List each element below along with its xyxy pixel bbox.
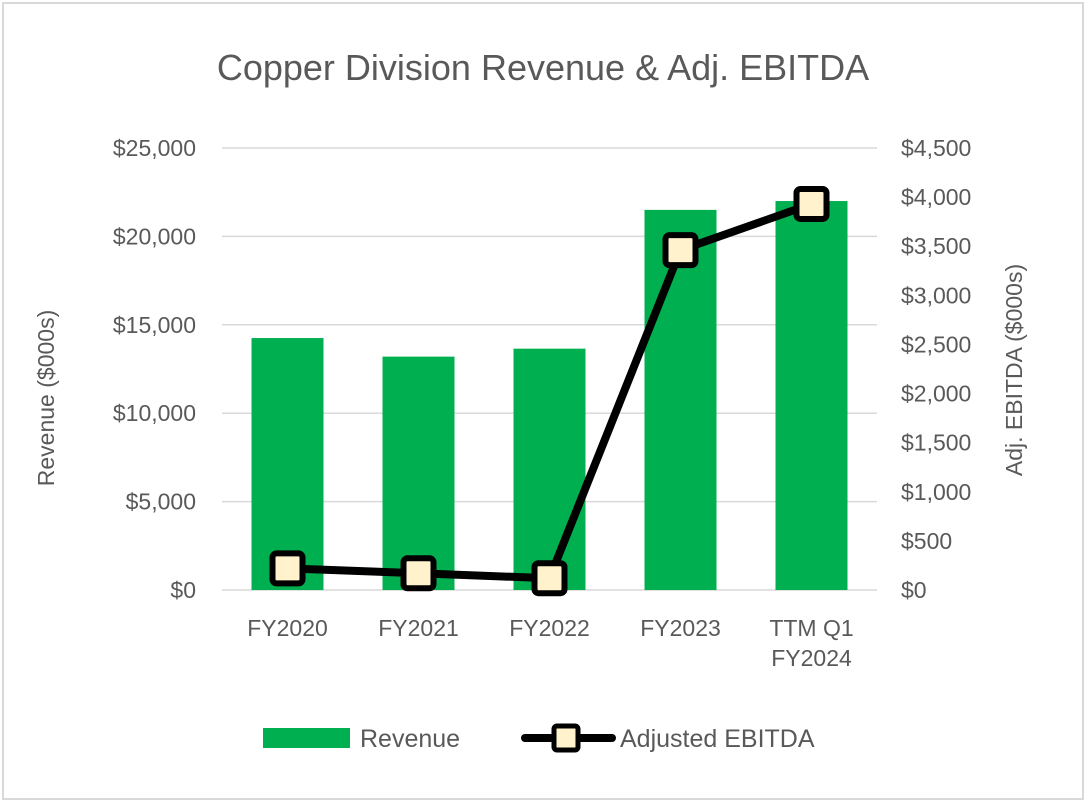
left-tick-label: $25,000 xyxy=(113,135,196,161)
right-tick-label: $500 xyxy=(901,528,952,554)
ebitda-point xyxy=(531,560,568,597)
ebitda-point xyxy=(793,185,830,222)
x-tick-label: FY2024 xyxy=(771,645,852,671)
revenue-bar xyxy=(513,348,586,590)
right-axis-title: Adj. EBITDA ($000s) xyxy=(1001,264,1027,476)
x-tick-label: TTM Q1 xyxy=(769,615,853,641)
right-tick-label: $4,000 xyxy=(901,184,971,210)
revenue-bar xyxy=(775,201,848,591)
left-axis-title: Revenue ($000s) xyxy=(33,310,59,486)
right-tick-label: $1,000 xyxy=(901,479,971,505)
left-axis-ticks: $0 $5,000 $10,000 $15,000 $20,000 $25,000 xyxy=(113,135,196,603)
legend-label-revenue: Revenue xyxy=(360,725,460,753)
ebitda-line xyxy=(269,185,830,597)
right-tick-label: $3,000 xyxy=(901,282,971,308)
revenue-bar xyxy=(251,338,324,590)
legend-swatch-revenue xyxy=(263,728,350,748)
legend-label-ebitda: Adjusted EBITDA xyxy=(620,725,815,753)
left-tick-label: $20,000 xyxy=(113,223,196,249)
right-tick-label: $2,000 xyxy=(901,381,971,407)
x-tick-label: FY2022 xyxy=(509,615,590,641)
left-tick-label: $0 xyxy=(170,577,196,603)
chart-title: Copper Division Revenue & Adj. EBITDA xyxy=(217,47,869,88)
revenue-bar xyxy=(644,209,717,590)
legend-marker-ebitda xyxy=(551,723,581,753)
left-tick-label: $10,000 xyxy=(113,400,196,426)
x-tick-label: FY2021 xyxy=(378,615,459,641)
gridlines xyxy=(222,147,877,591)
x-axis-ticks: FY2020 FY2021 FY2022 FY2023 TTM Q1 FY2024 xyxy=(247,615,853,671)
left-tick-label: $5,000 xyxy=(126,489,196,515)
ebitda-point xyxy=(662,232,699,269)
x-tick-label: FY2023 xyxy=(640,615,721,641)
right-tick-label: $1,500 xyxy=(901,430,971,456)
right-tick-label: $0 xyxy=(901,577,927,603)
right-tick-label: $3,500 xyxy=(901,233,971,259)
revenue-bars xyxy=(251,201,848,591)
ebitda-point xyxy=(269,550,306,587)
legend: Revenue Adjusted EBITDA xyxy=(263,723,815,753)
right-axis-ticks: $0 $500 $1,000 $1,500 $2,000 $2,500 $3,000 $3,5… xyxy=(901,135,971,603)
right-tick-label: $2,500 xyxy=(901,331,971,357)
revenue-bar xyxy=(382,356,455,590)
left-tick-label: $15,000 xyxy=(113,312,196,338)
x-tick-label: FY2020 xyxy=(247,615,328,641)
ebitda-point xyxy=(400,555,437,592)
right-tick-label: $4,500 xyxy=(901,135,971,161)
